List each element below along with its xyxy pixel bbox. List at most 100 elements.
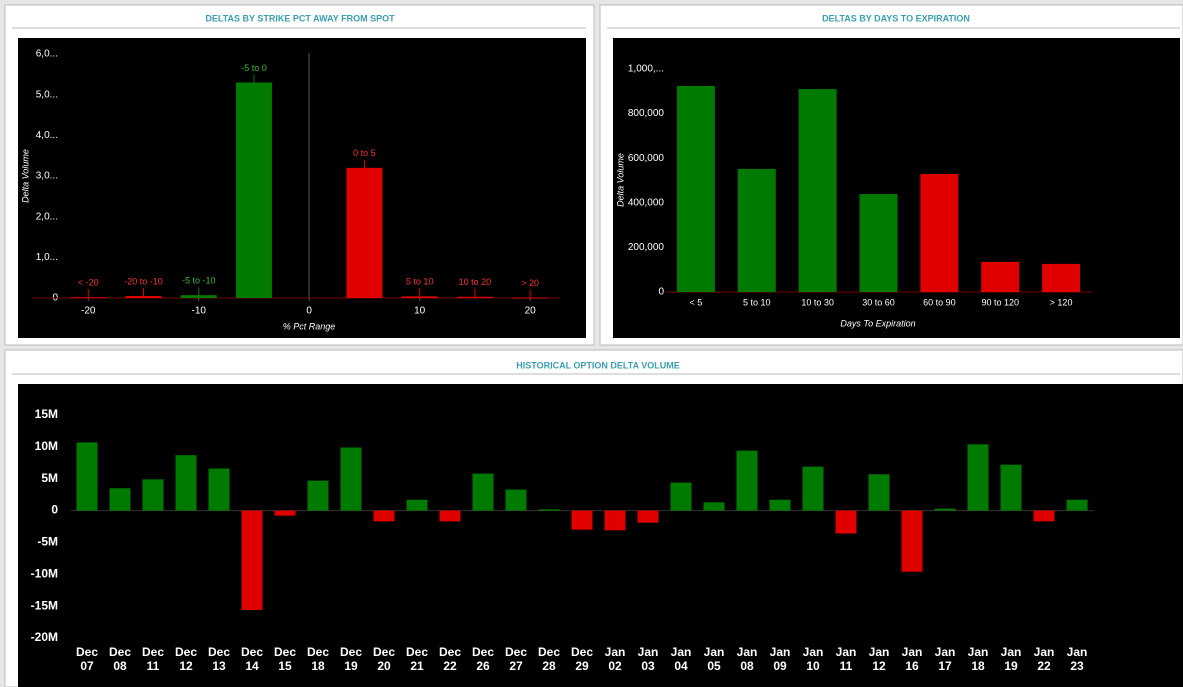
- x-tick-label: Jan 16: [902, 645, 923, 673]
- plot-background: [18, 38, 586, 338]
- x-tick-label: 5 to 10: [743, 297, 771, 307]
- bar-label: 10 to 20: [459, 277, 492, 287]
- x-tick-label: 20: [525, 306, 537, 317]
- x-tick-label: Jan 18: [968, 645, 989, 673]
- bar: [538, 509, 560, 511]
- bar: [1033, 510, 1055, 522]
- y-tick-label: 800,000: [628, 108, 665, 119]
- bar: [142, 479, 164, 511]
- y-tick-label: -15M: [31, 598, 58, 612]
- bar: [401, 296, 438, 298]
- bar: [235, 82, 272, 298]
- y-tick-label: 0: [658, 287, 664, 298]
- x-tick-label: Jan 04: [671, 645, 692, 673]
- x-tick-label: Jan 11: [836, 645, 857, 673]
- bar: [76, 442, 98, 511]
- y-tick-label: 200,000: [628, 242, 665, 253]
- bar: [868, 474, 890, 511]
- y-tick-label: 0: [51, 503, 58, 517]
- bar: [637, 510, 659, 523]
- bar: [346, 167, 383, 298]
- x-tick-label: < 5: [690, 297, 703, 307]
- x-tick-label: Dec 27: [505, 645, 527, 673]
- y-tick-label: -20M: [31, 630, 58, 644]
- bar: [737, 168, 776, 292]
- x-tick-label: Jan 22: [1034, 645, 1055, 673]
- y-tick-label: 1,0...: [36, 252, 58, 263]
- x-tick-label: Dec 21: [406, 645, 428, 673]
- y-tick-label: 400,000: [628, 197, 665, 208]
- x-tick-label: 90 to 120: [981, 297, 1019, 307]
- bar: [472, 473, 494, 511]
- x-tick-label: Jan 23: [1067, 645, 1088, 673]
- x-tick-label: -20: [81, 306, 96, 317]
- y-tick-label: -5M: [37, 535, 58, 549]
- y-tick-label: 3,0...: [36, 171, 58, 182]
- x-tick-label: Dec 19: [340, 645, 362, 673]
- x-tick-label: Jan 08: [737, 645, 758, 673]
- chart-title: DELTAS BY STRIKE PCT AWAY FROM SPOT: [205, 13, 395, 23]
- y-axis-title: Delta Volume: [20, 149, 30, 203]
- x-axis-title: % Pct Range: [283, 321, 336, 331]
- bar: [769, 499, 791, 511]
- bar: [125, 295, 162, 298]
- bar: [208, 468, 230, 511]
- bar-label: -5 to -10: [182, 276, 216, 286]
- plot-background: [18, 384, 1183, 687]
- bar: [406, 499, 428, 511]
- chart-title: DELTAS BY DAYS TO EXPIRATION: [822, 13, 970, 23]
- bar-label: -5 to 0: [241, 63, 267, 73]
- bar: [505, 489, 527, 511]
- x-tick-label: Dec 26: [472, 645, 494, 673]
- chart-title: HISTORICAL OPTION DELTA VOLUME: [516, 360, 680, 370]
- y-tick-label: 5M: [41, 471, 58, 485]
- bar: [802, 466, 824, 511]
- x-tick-label: Dec 07: [76, 645, 98, 673]
- y-tick-label: 10M: [35, 439, 58, 453]
- bar: [307, 480, 329, 511]
- x-tick-label: Dec 20: [373, 645, 395, 673]
- y-tick-label: 2,0...: [36, 211, 58, 222]
- bar: [859, 194, 898, 292]
- bar: [934, 508, 956, 511]
- bar-label: -20 to -10: [124, 276, 163, 286]
- bar: [109, 488, 131, 511]
- bar-label: 5 to 10: [406, 277, 434, 287]
- x-tick-label: 10: [414, 306, 426, 317]
- x-tick-label: Jan 05: [704, 645, 725, 673]
- bar: [736, 450, 758, 511]
- bar: [703, 502, 725, 511]
- bar: [373, 510, 395, 522]
- y-tick-label: 1,000,...: [628, 64, 664, 75]
- x-tick-label: Dec 29: [571, 645, 593, 673]
- bar: [70, 297, 107, 299]
- bar: [676, 85, 715, 292]
- x-tick-label: Jan 10: [803, 645, 824, 673]
- x-tick-label: Dec 28: [538, 645, 560, 673]
- x-tick-label: 0: [306, 306, 312, 317]
- x-tick-label: -10: [191, 306, 206, 317]
- x-tick-label: Jan 17: [935, 645, 956, 673]
- x-tick-label: Jan 19: [1001, 645, 1022, 673]
- bar: [456, 296, 493, 298]
- bar: [180, 295, 217, 298]
- bar: [967, 444, 989, 511]
- x-tick-label: Dec 08: [109, 645, 131, 673]
- x-tick-label: 30 to 60: [862, 297, 895, 307]
- x-tick-label: Jan 12: [869, 645, 890, 673]
- x-tick-label: Dec 18: [307, 645, 329, 673]
- x-tick-label: Dec 14: [241, 645, 263, 673]
- bar: [1066, 499, 1088, 511]
- y-tick-label: 6,0...: [36, 49, 58, 60]
- bar: [835, 510, 857, 534]
- bar: [798, 89, 837, 292]
- bar: [175, 455, 197, 511]
- y-tick-label: 4,0...: [36, 130, 58, 141]
- bar: [920, 174, 959, 292]
- y-axis-title: Delta Volume: [615, 153, 625, 207]
- bar-label: > 20: [521, 278, 539, 288]
- bar: [670, 482, 692, 511]
- x-tick-label: > 120: [1050, 297, 1073, 307]
